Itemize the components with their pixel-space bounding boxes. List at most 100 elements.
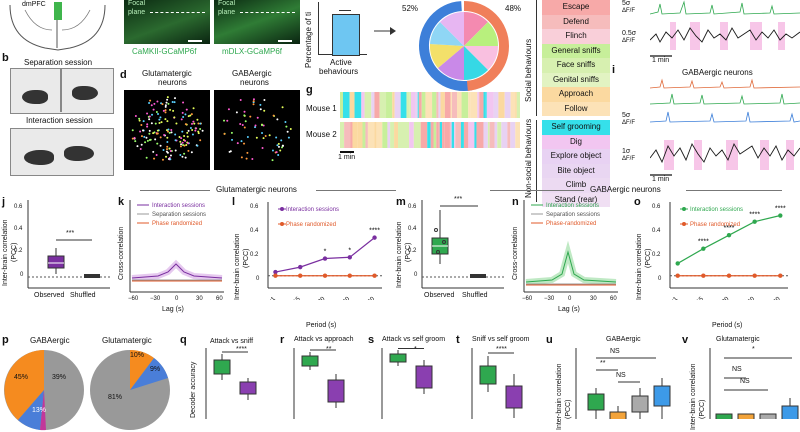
data-point (778, 213, 783, 218)
behaviour-legend-item: Face sniffs (542, 58, 610, 74)
nonsocial-bracket (536, 120, 540, 202)
neuron-dot (146, 125, 149, 128)
neuron-dot (148, 129, 151, 132)
behaviour-epoch (515, 122, 520, 148)
neuron-dot (160, 121, 163, 124)
focal-label: Focal (218, 0, 236, 7)
neuron-dot (187, 142, 190, 145)
neuron-dot (256, 116, 259, 119)
neuron-dot (246, 136, 249, 139)
interaction-session-title: Interaction session (26, 116, 93, 125)
y-tick: 0.2 (408, 248, 417, 254)
neuron-dot (158, 118, 161, 121)
x-tick: >60 (770, 296, 782, 300)
neuron-dot (170, 128, 173, 131)
panel-j-boxplot (27, 200, 110, 289)
neuron-dot (281, 144, 284, 147)
brain-region-label: dmPFC (22, 1, 46, 8)
behaviour-epoch (510, 122, 516, 148)
neuron-dot (190, 151, 193, 154)
neuron-dot (185, 143, 188, 146)
behaviour-epoch (425, 92, 433, 118)
panel-j-sig: *** (66, 230, 75, 237)
behaviour-epoch (438, 92, 441, 118)
data-point (298, 264, 303, 270)
neuron-dot (255, 136, 258, 139)
neuron-dot (180, 137, 183, 140)
behaviour-epoch (463, 122, 469, 148)
behaviour-epoch (436, 122, 439, 148)
behaviour-epoch (406, 92, 410, 118)
neuron-dot (156, 100, 159, 103)
behaviour-epoch (479, 92, 484, 118)
neuron-dot (263, 98, 266, 101)
data-point (701, 246, 706, 251)
panel-n-ylabel: Cross-correlation (512, 226, 519, 280)
neuron-dot (285, 125, 288, 128)
panel-r-boxplot (293, 348, 345, 419)
neuron-dot (165, 150, 168, 153)
panel-label-k: k (118, 196, 125, 208)
neuron-dot (166, 120, 169, 123)
y-tick: 0 (658, 276, 662, 282)
behaviour-epoch (461, 92, 469, 118)
x-tick: 30 (590, 296, 597, 302)
neuron-dot (199, 139, 202, 142)
neuron-dot (143, 135, 146, 138)
neuron-dot (199, 122, 202, 125)
behaviour-epoch (515, 92, 517, 118)
behaviour-epoch (450, 122, 452, 148)
behaviour-epoch (489, 122, 495, 148)
significance-label: **** (724, 225, 735, 232)
neuron-dot (182, 101, 185, 104)
neuron-dot (197, 122, 200, 125)
data-point (675, 261, 680, 266)
panel-k-ylabel: Cross-correlation (118, 226, 125, 280)
active-behaviours-bar (332, 14, 360, 56)
mouse1-label: Mouse 1 (306, 104, 337, 113)
panel-t-title: Sniff vs self groom (472, 336, 530, 343)
neuron-dot (271, 159, 274, 162)
neuron-dot (140, 135, 143, 138)
behaviour-epoch (485, 92, 487, 118)
neuron-dot (184, 139, 187, 142)
x-tick: 15–30 (714, 296, 731, 300)
neuron-dot (158, 121, 161, 124)
behaviour-epoch (409, 122, 414, 148)
data-point (347, 273, 352, 278)
behaviour-epoch (439, 122, 443, 148)
neuron-dot (239, 99, 242, 102)
behaviour-legend-item: Genital sniffs (542, 72, 610, 88)
neuron-dot (245, 157, 248, 160)
gaba-traces-title: GABAergic neurons (682, 68, 753, 77)
behaviour-epoch (374, 122, 377, 148)
neuron-dot (240, 156, 243, 159)
neuron-dot (164, 111, 167, 114)
glut-neurons-title: Glutamatergic (142, 69, 192, 78)
data-point (322, 256, 328, 261)
neuron-dot (148, 138, 151, 141)
data-point (726, 273, 732, 278)
neuron-dot (164, 105, 167, 108)
neuron-dot (223, 132, 226, 135)
panel-s-title: Attack vs self groom (382, 336, 446, 343)
significance-label: **** (749, 212, 760, 219)
x-tick: 60 (610, 296, 617, 302)
x-tick: <1 (268, 296, 278, 300)
neuron-dot (166, 145, 169, 148)
section-rule (316, 190, 396, 191)
mouse-icon (72, 86, 98, 100)
panel-v-ns2: NS (740, 378, 750, 385)
y-tick: 0.2 (14, 248, 23, 254)
section-rule (686, 190, 782, 191)
x-tick: 0 (568, 296, 572, 302)
behaviour-epoch (470, 92, 478, 118)
neuron-dot (169, 150, 172, 153)
pie-glut-9: 9% (150, 366, 161, 373)
neuron-dot (159, 144, 162, 147)
behaviour-epoch (436, 92, 439, 118)
pie-gaba-45: 45% (14, 374, 29, 381)
behaviour-raster (340, 92, 520, 148)
behaviour-epoch (361, 92, 365, 118)
behaviour-epoch (392, 92, 395, 118)
